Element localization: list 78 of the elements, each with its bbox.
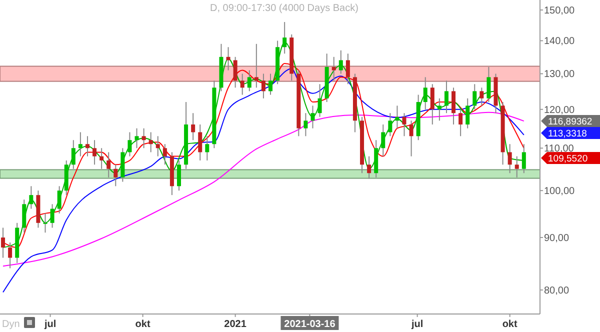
y-tick-label: 80,00 bbox=[544, 285, 570, 296]
candlestick bbox=[254, 43, 258, 88]
candlestick bbox=[8, 242, 12, 269]
candlestick bbox=[437, 98, 442, 122]
candlestick bbox=[100, 148, 104, 170]
y-tick-label: 140,00 bbox=[544, 36, 576, 48]
y-tick-label: 90,00 bbox=[544, 233, 570, 244]
candlestick bbox=[240, 73, 244, 96]
candlestick bbox=[85, 136, 90, 157]
candlestick bbox=[282, 22, 287, 54]
candlestick bbox=[71, 140, 76, 170]
candlestick bbox=[156, 136, 160, 157]
candlestick bbox=[381, 124, 386, 157]
x-tick-label: jul bbox=[410, 319, 424, 330]
candlestick bbox=[162, 144, 167, 166]
x-tick-label: 2021 bbox=[224, 319, 247, 330]
y-tick-label: 130,00 bbox=[544, 69, 576, 80]
candlestick bbox=[50, 204, 54, 228]
chart-title: D, 09:00-17:30 (4000 Days Back) bbox=[210, 3, 358, 14]
candlestick bbox=[43, 212, 48, 234]
candlestick bbox=[318, 84, 322, 118]
candlestick bbox=[388, 112, 392, 137]
candlestick bbox=[226, 46, 230, 71]
candlestick bbox=[409, 120, 414, 157]
x-tick-label: okt bbox=[135, 319, 151, 330]
y-tick-label: 110,00 bbox=[544, 144, 574, 155]
x-tick-label: 2021-03-16 bbox=[284, 319, 336, 330]
candlestick bbox=[247, 70, 252, 92]
candlestick bbox=[430, 84, 434, 125]
candlestick bbox=[78, 132, 82, 157]
candlestick bbox=[304, 112, 308, 137]
candlestick bbox=[480, 87, 484, 106]
candlestick bbox=[452, 87, 456, 125]
text: 116,89362 bbox=[548, 116, 592, 128]
y-tick-label: 100,00 bbox=[544, 186, 576, 198]
candlestick bbox=[1, 227, 6, 258]
candlestick bbox=[514, 156, 519, 178]
candlestick bbox=[346, 53, 350, 85]
candlestick bbox=[198, 124, 202, 161]
candlestick bbox=[205, 136, 210, 161]
candlestick bbox=[128, 132, 132, 157]
candlestick bbox=[233, 56, 238, 88]
candlestick bbox=[142, 128, 146, 149]
candlestick bbox=[472, 84, 477, 110]
text: Dyn bbox=[2, 319, 20, 330]
candlestick bbox=[176, 160, 181, 192]
candlestick bbox=[508, 144, 512, 174]
text: 113,3318 bbox=[548, 128, 587, 140]
candlestick bbox=[395, 105, 400, 129]
y-tick-label: 120,00 bbox=[544, 104, 576, 116]
candlestick bbox=[148, 132, 153, 153]
candlestick bbox=[332, 56, 336, 82]
candlestick bbox=[106, 152, 111, 178]
line-series bbox=[2, 68, 524, 293]
candlestick bbox=[522, 144, 526, 174]
candlestick bbox=[57, 186, 62, 214]
x-tick-label: okt bbox=[502, 319, 518, 330]
candlestick bbox=[402, 112, 406, 137]
candlestick bbox=[261, 73, 266, 99]
candlestick bbox=[367, 156, 372, 180]
x-tick-label: jul bbox=[43, 319, 56, 330]
candlestick bbox=[92, 140, 97, 166]
candlestick bbox=[338, 50, 343, 74]
candlestick bbox=[134, 128, 139, 149]
candlestick bbox=[114, 164, 118, 187]
candlestick bbox=[22, 199, 26, 234]
candlestick bbox=[458, 108, 463, 137]
candlestick bbox=[310, 105, 315, 129]
candlestick bbox=[423, 76, 428, 110]
text: 109,5520 bbox=[548, 154, 588, 164]
candlestick bbox=[486, 66, 491, 103]
candlestick bbox=[268, 73, 273, 96]
candlestick bbox=[444, 80, 448, 114]
candlestick bbox=[466, 98, 470, 129]
y-tick-label: 150,00 bbox=[544, 5, 576, 16]
candlestick bbox=[191, 112, 196, 141]
candlestick bbox=[29, 186, 34, 210]
line-series bbox=[2, 112, 524, 267]
